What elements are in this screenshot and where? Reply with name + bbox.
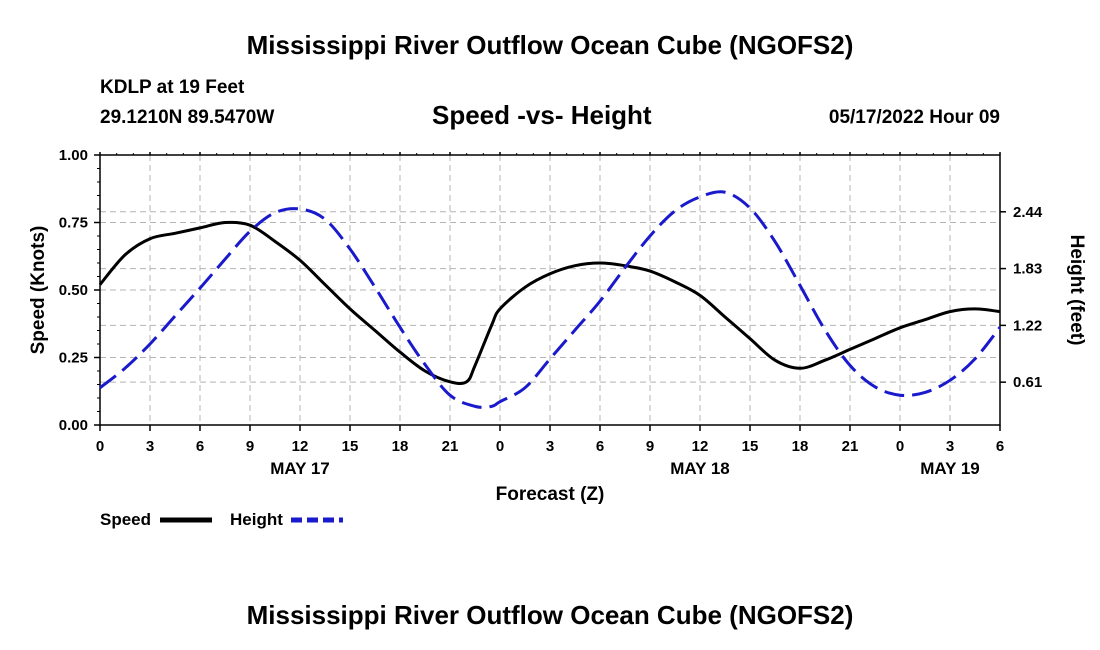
x-tick-label: 3 <box>146 438 154 455</box>
y-tick-label: 0.00 <box>59 417 88 434</box>
axis-ticks <box>94 152 1006 431</box>
y2-axis-title: Height (feet) <box>1066 235 1087 346</box>
y2-tick-label: 0.61 <box>1013 374 1042 391</box>
y-axis-title: Speed (Knots) <box>28 226 49 355</box>
x-tick-label: 21 <box>842 438 859 455</box>
series-line-height <box>99 190 1002 409</box>
x-tick-label: 6 <box>196 438 204 455</box>
x-axis-title: Forecast (Z) <box>496 484 605 505</box>
station-label: KDLP at 19 Feet <box>100 77 245 98</box>
y-tick-label: 0.75 <box>59 215 88 232</box>
x-tick-label: 6 <box>996 438 1004 455</box>
date-label: MAY 17 <box>270 459 330 478</box>
chart-main-title: Mississippi River Outflow Ocean Cube (NG… <box>246 30 854 60</box>
x-tick-label: 18 <box>792 438 809 455</box>
axis-labels: 0 3 6 9 12 15 18 21 0 3 6 9 12 15 18 21 0 3 6 MAY 17 MAY 18 M… <box>59 147 1043 478</box>
x-tick-label: 0 <box>496 438 504 455</box>
legend: Speed Height <box>100 510 343 529</box>
x-tick-label: 15 <box>742 438 759 455</box>
y2-tick-label: 2.44 <box>1013 204 1043 221</box>
x-tick-label: 12 <box>692 438 709 455</box>
legend-label-height: Height <box>230 510 283 529</box>
x-tick-label: 18 <box>392 438 409 455</box>
y2-tick-label: 1.22 <box>1013 317 1042 334</box>
y-tick-label: 0.25 <box>59 350 88 367</box>
x-tick-label: 0 <box>896 438 904 455</box>
x-tick-label: 15 <box>342 438 359 455</box>
y2-tick-label: 1.83 <box>1013 261 1042 278</box>
x-tick-label: 21 <box>442 438 459 455</box>
series-lines <box>98 190 1002 409</box>
date-label: MAY 18 <box>670 459 730 478</box>
date-label: MAY 19 <box>920 459 980 478</box>
y-tick-label: 0.50 <box>59 282 88 299</box>
station-coordinates: 29.1210N 89.5470W <box>100 107 275 128</box>
x-tick-label: 0 <box>96 438 104 455</box>
x-tick-label: 6 <box>596 438 604 455</box>
grid-lines <box>100 155 1000 425</box>
x-tick-label: 12 <box>292 438 309 455</box>
chart-subtitle: Speed -vs- Height <box>432 100 652 130</box>
footer-title: Mississippi River Outflow Ocean Cube (NG… <box>246 600 854 630</box>
y-tick-label: 1.00 <box>59 147 88 164</box>
forecast-datetime: 05/17/2022 Hour 09 <box>828 107 1000 128</box>
series-line-speed <box>98 220 1001 385</box>
x-tick-label: 3 <box>546 438 554 455</box>
x-tick-label: 3 <box>946 438 954 455</box>
legend-label-speed: Speed <box>100 510 151 529</box>
x-tick-label: 9 <box>246 438 254 455</box>
x-tick-label: 9 <box>646 438 654 455</box>
